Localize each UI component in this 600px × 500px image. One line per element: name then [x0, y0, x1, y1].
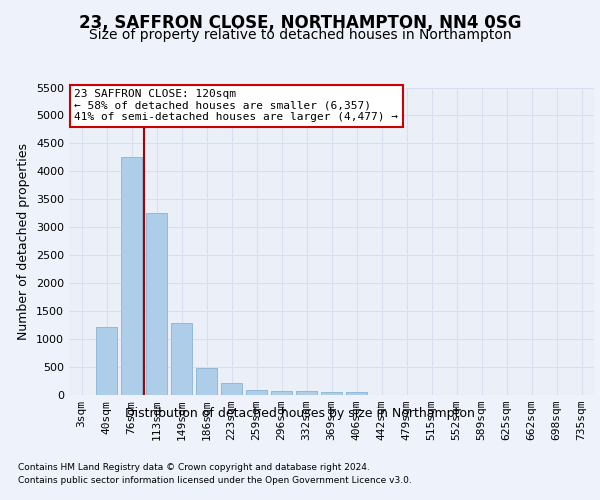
Bar — [246, 390, 267, 395]
Bar — [146, 214, 167, 395]
Text: Contains public sector information licensed under the Open Government Licence v3: Contains public sector information licen… — [18, 476, 412, 485]
Y-axis label: Number of detached properties: Number of detached properties — [17, 143, 31, 340]
Bar — [321, 392, 342, 395]
Text: 23, SAFFRON CLOSE, NORTHAMPTON, NN4 0SG: 23, SAFFRON CLOSE, NORTHAMPTON, NN4 0SG — [79, 14, 521, 32]
Bar — [271, 391, 292, 395]
Bar — [296, 392, 317, 395]
Text: 23 SAFFRON CLOSE: 120sqm
← 58% of detached houses are smaller (6,357)
41% of sem: 23 SAFFRON CLOSE: 120sqm ← 58% of detach… — [74, 89, 398, 122]
Text: Contains HM Land Registry data © Crown copyright and database right 2024.: Contains HM Land Registry data © Crown c… — [18, 462, 370, 471]
Bar — [346, 392, 367, 395]
Bar — [121, 158, 142, 395]
Bar — [96, 327, 117, 395]
Bar — [196, 368, 217, 395]
Text: Distribution of detached houses by size in Northampton: Distribution of detached houses by size … — [125, 408, 475, 420]
Text: Size of property relative to detached houses in Northampton: Size of property relative to detached ho… — [89, 28, 511, 42]
Bar — [221, 382, 242, 395]
Bar — [171, 324, 192, 395]
